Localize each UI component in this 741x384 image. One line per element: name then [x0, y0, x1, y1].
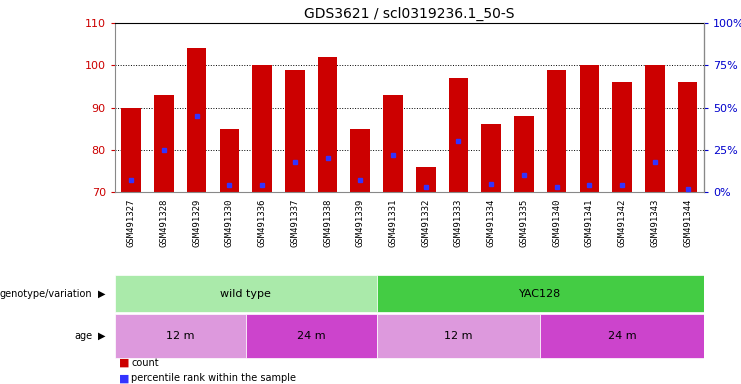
- Text: GSM491337: GSM491337: [290, 199, 299, 247]
- Text: 12 m: 12 m: [445, 331, 473, 341]
- Text: GSM491329: GSM491329: [192, 199, 201, 247]
- Bar: [448, 78, 468, 192]
- Bar: [187, 48, 207, 192]
- Bar: [612, 82, 632, 192]
- Text: GSM491344: GSM491344: [683, 199, 692, 247]
- Text: ■: ■: [119, 358, 129, 368]
- Bar: [540, 314, 704, 358]
- Bar: [318, 57, 337, 192]
- Bar: [579, 65, 599, 192]
- Bar: [115, 275, 376, 312]
- Bar: [645, 65, 665, 192]
- Text: GSM491334: GSM491334: [487, 199, 496, 247]
- Text: GSM491331: GSM491331: [388, 199, 397, 247]
- Text: GSM491340: GSM491340: [552, 199, 561, 247]
- Title: GDS3621 / scl0319236.1_50-S: GDS3621 / scl0319236.1_50-S: [304, 7, 515, 21]
- Bar: [376, 314, 540, 358]
- Text: GSM491333: GSM491333: [454, 199, 463, 247]
- Bar: [252, 65, 272, 192]
- Text: GSM491339: GSM491339: [356, 199, 365, 247]
- Text: GSM491328: GSM491328: [159, 199, 168, 247]
- Text: GSM491338: GSM491338: [323, 199, 332, 247]
- Text: genotype/variation: genotype/variation: [0, 289, 93, 299]
- Bar: [350, 129, 370, 192]
- Text: GSM491342: GSM491342: [618, 199, 627, 247]
- Text: count: count: [131, 358, 159, 368]
- Text: age: age: [75, 331, 93, 341]
- Bar: [122, 108, 141, 192]
- Text: GSM491332: GSM491332: [422, 199, 431, 247]
- Text: YAC128: YAC128: [519, 289, 562, 299]
- Bar: [285, 70, 305, 192]
- Bar: [376, 275, 704, 312]
- Text: 24 m: 24 m: [297, 331, 325, 341]
- Text: GSM491336: GSM491336: [258, 199, 267, 247]
- Text: ■: ■: [119, 373, 129, 383]
- Bar: [547, 70, 566, 192]
- Text: 12 m: 12 m: [166, 331, 195, 341]
- Text: ▶: ▶: [98, 331, 105, 341]
- Bar: [115, 314, 246, 358]
- Bar: [416, 167, 436, 192]
- Bar: [383, 95, 403, 192]
- Text: GSM491330: GSM491330: [225, 199, 234, 247]
- Bar: [154, 95, 173, 192]
- Text: GSM491341: GSM491341: [585, 199, 594, 247]
- Text: GSM491335: GSM491335: [519, 199, 528, 247]
- Text: percentile rank within the sample: percentile rank within the sample: [131, 373, 296, 383]
- Text: ▶: ▶: [98, 289, 105, 299]
- Bar: [246, 314, 376, 358]
- Bar: [514, 116, 534, 192]
- Text: GSM491343: GSM491343: [651, 199, 659, 247]
- Text: GSM491327: GSM491327: [127, 199, 136, 247]
- Text: 24 m: 24 m: [608, 331, 637, 341]
- Text: wild type: wild type: [220, 289, 271, 299]
- Bar: [482, 124, 501, 192]
- Bar: [219, 129, 239, 192]
- Bar: [678, 82, 697, 192]
